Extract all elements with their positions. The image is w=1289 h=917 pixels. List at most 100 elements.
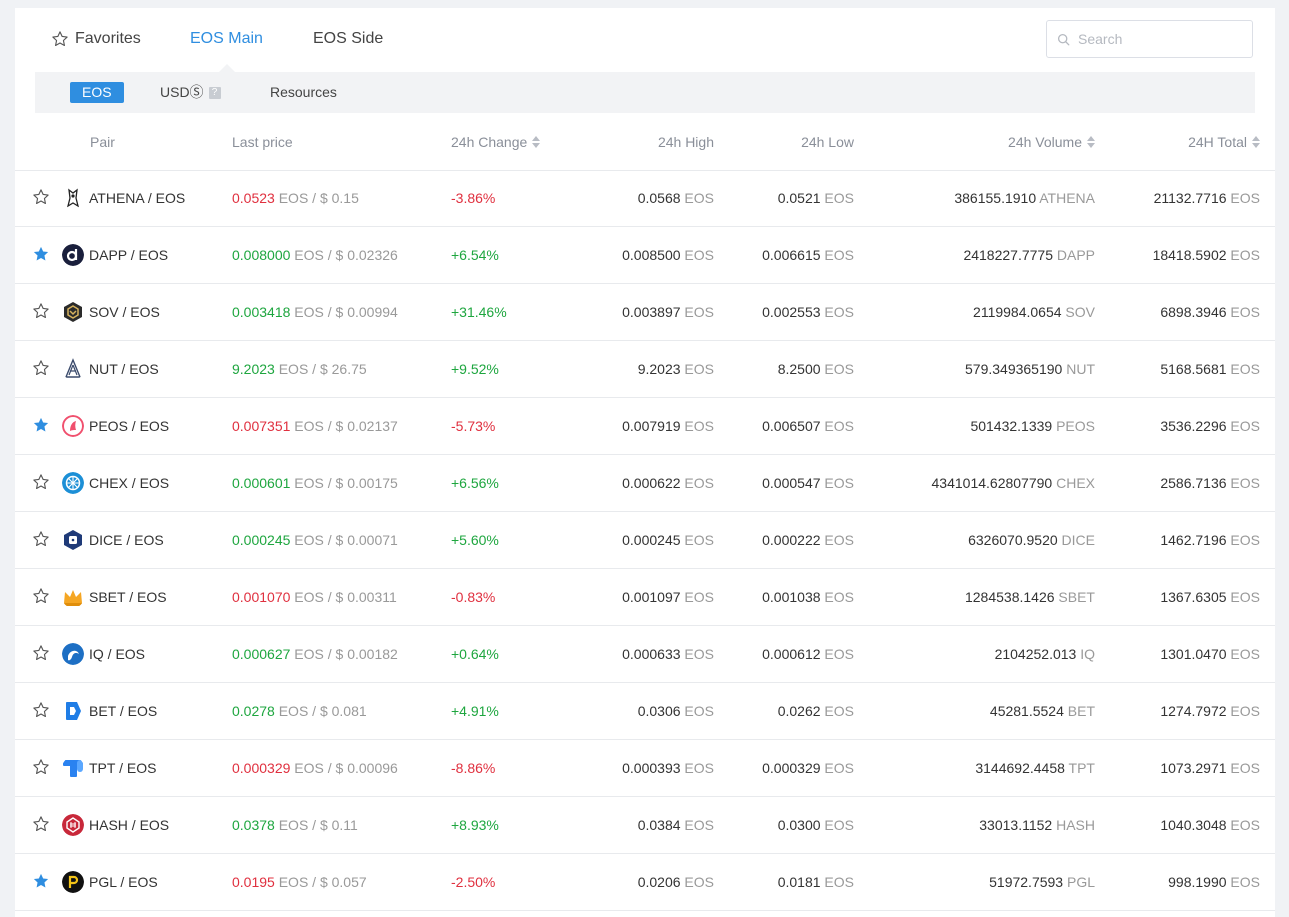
favorite-toggle[interactable] xyxy=(32,302,50,320)
table-row[interactable]: HASH / EOS 0.0378 EOS / $ 0.11 +8.93% 0.… xyxy=(15,797,1275,854)
total-value: 1073.2971 EOS xyxy=(1160,760,1260,776)
favorite-toggle[interactable] xyxy=(32,644,50,662)
favorite-toggle[interactable] xyxy=(32,188,50,206)
last-price-unit: EOS / $ 0.057 xyxy=(278,874,367,890)
total-number: 1274.7972 xyxy=(1160,703,1227,719)
total-unit: EOS xyxy=(1230,532,1260,548)
high-number: 0.0384 xyxy=(637,817,681,833)
high-value: 9.2023 EOS xyxy=(638,361,714,377)
low-unit: EOS xyxy=(824,817,854,833)
high-unit: EOS xyxy=(684,589,714,605)
high-value: 0.000245 EOS xyxy=(622,532,714,548)
tab-eos-side-label: EOS Side xyxy=(313,30,384,47)
table-row[interactable]: PGL / EOS 0.0195 EOS / $ 0.057 -2.50% 0.… xyxy=(15,854,1275,911)
subtab-resources[interactable]: Resources xyxy=(270,84,337,100)
star-outline-icon xyxy=(33,702,49,718)
sort-icon[interactable] xyxy=(532,136,541,148)
table-row[interactable]: SBET / EOS 0.001070 EOS / $ 0.00311 -0.8… xyxy=(15,569,1275,626)
favorite-toggle[interactable] xyxy=(32,872,50,890)
table-row[interactable]: SOV / EOS 0.003418 EOS / $ 0.00994 +31.4… xyxy=(15,284,1275,341)
search-box[interactable] xyxy=(1046,20,1253,58)
favorite-toggle[interactable] xyxy=(32,245,50,263)
last-price-unit: EOS / $ 0.00175 xyxy=(294,475,398,491)
total-value: 5168.5681 EOS xyxy=(1160,361,1260,377)
total-value: 3536.2296 EOS xyxy=(1160,418,1260,434)
table-row[interactable]: DAPP / EOS 0.008000 EOS / $ 0.02326 +6.5… xyxy=(15,227,1275,284)
star-outline-icon xyxy=(33,189,49,205)
volume-value: 2104252.013 IQ xyxy=(995,646,1095,662)
help-icon[interactable]: ? xyxy=(208,87,221,99)
pair-name: DAPP / EOS xyxy=(89,247,169,263)
favorite-toggle[interactable] xyxy=(32,359,50,377)
last-price: 0.0278 EOS / $ 0.081 xyxy=(232,703,367,719)
table-row[interactable]: TPT / EOS 0.000329 EOS / $ 0.00096 -8.86… xyxy=(15,740,1275,797)
athena-logo-icon xyxy=(62,187,84,209)
favorite-toggle[interactable] xyxy=(32,758,50,776)
star-outline-icon xyxy=(33,645,49,661)
change-value: -0.83% xyxy=(451,589,496,605)
tab-eos-side[interactable]: EOS Side xyxy=(313,30,383,48)
last-price-unit: EOS / $ 0.00182 xyxy=(294,646,398,662)
high-unit: EOS xyxy=(684,361,714,377)
table-row[interactable]: BET / EOS 0.0278 EOS / $ 0.081 +4.91% 0.… xyxy=(15,683,1275,740)
high-number: 0.000393 xyxy=(622,760,681,776)
last-price: 0.000329 EOS / $ 0.00096 xyxy=(232,760,398,776)
pgl-logo-icon xyxy=(62,871,84,893)
table-row[interactable]: DICE / EOS 0.000245 EOS / $ 0.00071 +5.6… xyxy=(15,512,1275,569)
high-number: 0.007919 xyxy=(622,418,681,434)
high-unit: EOS xyxy=(684,817,714,833)
pair-name: ATHENA / EOS xyxy=(89,190,186,206)
col-24h-total[interactable]: 24H Total xyxy=(1188,134,1260,150)
favorite-toggle[interactable] xyxy=(32,587,50,605)
peos-logo-icon xyxy=(62,415,84,437)
tab-favorites[interactable]: Favorites xyxy=(51,30,141,48)
volume-value: 501432.1339 PEOS xyxy=(970,418,1095,434)
high-value: 0.0568 EOS xyxy=(638,190,714,206)
high-value: 0.0206 EOS xyxy=(638,874,714,890)
high-value: 0.003897 EOS xyxy=(622,304,714,320)
tab-eos-main[interactable]: EOS Main xyxy=(190,30,263,48)
last-price-unit: EOS / $ 0.00071 xyxy=(294,532,398,548)
subtab-eos[interactable]: EOS xyxy=(70,82,124,103)
subtab-usd[interactable]: USDⓈ? xyxy=(160,82,221,103)
sbet-crown-icon xyxy=(62,586,84,608)
favorite-toggle[interactable] xyxy=(32,701,50,719)
star-outline-icon xyxy=(33,360,49,376)
sort-icon[interactable] xyxy=(1087,136,1095,148)
change-value: +0.64% xyxy=(451,646,499,662)
high-unit: EOS xyxy=(684,418,714,434)
table-row[interactable]: PEOS / EOS 0.007351 EOS / $ 0.02137 -5.7… xyxy=(15,398,1275,455)
col-24h-change[interactable]: 24h Change xyxy=(451,134,541,150)
active-tab-caret xyxy=(219,64,235,72)
last-price-value: 9.2023 xyxy=(232,361,275,377)
change-value: +5.60% xyxy=(451,532,499,548)
last-price: 0.0195 EOS / $ 0.057 xyxy=(232,874,367,890)
change-value: +4.91% xyxy=(451,703,499,719)
search-input[interactable] xyxy=(1076,30,1240,48)
last-price-unit: EOS / $ 0.081 xyxy=(278,703,367,719)
favorite-toggle[interactable] xyxy=(32,473,50,491)
favorite-toggle[interactable] xyxy=(32,815,50,833)
favorite-toggle[interactable] xyxy=(32,416,50,434)
table-row[interactable]: CHEX / EOS 0.000601 EOS / $ 0.00175 +6.5… xyxy=(15,455,1275,512)
low-value: 8.2500 EOS xyxy=(778,361,854,377)
col-24h-volume[interactable]: 24h Volume xyxy=(1008,134,1095,150)
total-number: 1073.2971 xyxy=(1160,760,1227,776)
chex-logo-icon xyxy=(62,472,84,494)
table-row[interactable]: IQ / EOS 0.000627 EOS / $ 0.00182 +0.64%… xyxy=(15,626,1275,683)
volume-value: 33013.1152 HASH xyxy=(979,817,1095,833)
sort-icon[interactable] xyxy=(1252,136,1260,148)
nut-logo-icon xyxy=(62,358,84,380)
high-number: 9.2023 xyxy=(637,361,681,377)
table-row[interactable]: ATHENA / EOS 0.0523 EOS / $ 0.15 -3.86% … xyxy=(15,170,1275,227)
total-number: 1040.3048 xyxy=(1160,817,1227,833)
star-filled-icon xyxy=(33,417,49,432)
table-row[interactable]: NUT / EOS 9.2023 EOS / $ 26.75 +9.52% 9.… xyxy=(15,341,1275,398)
last-price: 0.001070 EOS / $ 0.00311 xyxy=(232,589,397,605)
last-price: 0.0378 EOS / $ 0.11 xyxy=(232,817,358,833)
high-unit: EOS xyxy=(684,532,714,548)
low-value: 0.006507 EOS xyxy=(762,418,854,434)
low-unit: EOS xyxy=(824,304,854,320)
favorite-toggle[interactable] xyxy=(32,530,50,548)
low-number: 0.0300 xyxy=(777,817,821,833)
